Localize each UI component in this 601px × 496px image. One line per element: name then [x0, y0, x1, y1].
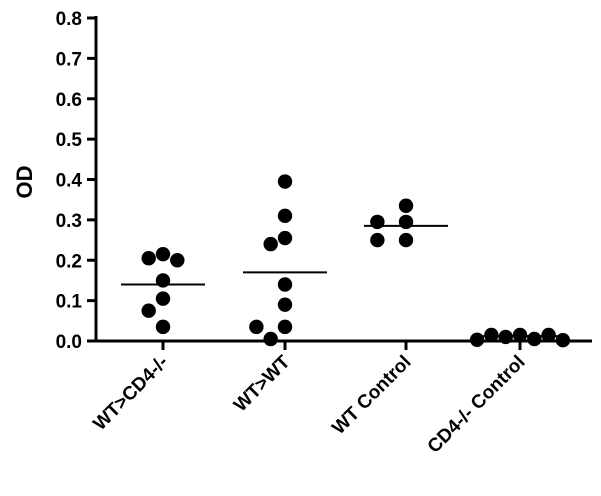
data-point	[263, 236, 278, 252]
data-point	[277, 174, 293, 189]
data-point	[170, 253, 185, 268]
x-tick-label: WT>CD4-/-	[89, 352, 172, 435]
data-point	[541, 327, 556, 343]
data-point	[277, 230, 293, 246]
x-tick-label: WT>WT	[230, 351, 295, 416]
y-tick-label: 0.0	[56, 332, 82, 353]
data-point	[398, 232, 414, 248]
data-points	[141, 174, 571, 348]
y-axis-title: OD	[12, 166, 37, 199]
y-tick-label: 0.7	[56, 49, 82, 70]
y-tick-label: 0.4	[56, 171, 83, 192]
axes	[94, 16, 592, 343]
y-axis-ticks: 0.0 0.1 0.2 0.3 0.4 0.5 0.6 0.7 0.8	[56, 9, 96, 353]
data-point	[263, 331, 278, 347]
data-point	[527, 331, 542, 347]
data-point	[555, 332, 571, 348]
data-point	[249, 319, 264, 335]
data-point	[277, 277, 293, 292]
y-tick-label: 0.5	[56, 130, 83, 151]
data-point	[155, 291, 171, 306]
data-point	[370, 214, 385, 230]
data-point	[141, 303, 156, 318]
data-point	[398, 214, 414, 230]
data-point	[155, 319, 171, 335]
data-point	[141, 251, 156, 266]
x-tick-label: WT Control	[328, 352, 415, 439]
data-point	[155, 273, 171, 288]
x-tick-label: CD4-/- Control	[424, 352, 530, 458]
data-point	[469, 332, 485, 347]
mean-lines	[121, 224, 562, 338]
data-point	[155, 246, 171, 262]
data-point	[277, 319, 293, 335]
y-tick-label: 0.2	[56, 251, 82, 272]
y-tick-label: 0.8	[56, 9, 82, 30]
data-point	[277, 297, 293, 312]
data-point	[277, 208, 293, 224]
data-point	[512, 327, 528, 343]
y-tick-label: 0.3	[56, 211, 82, 232]
data-point	[398, 198, 414, 213]
x-axis-ticks: WT>CD4-/- WT>WT WT Control CD4-/- Control	[89, 341, 530, 458]
y-tick-label: 0.1	[56, 292, 83, 313]
y-tick-label: 0.6	[56, 90, 82, 111]
data-point	[484, 327, 499, 343]
data-point	[370, 232, 385, 248]
